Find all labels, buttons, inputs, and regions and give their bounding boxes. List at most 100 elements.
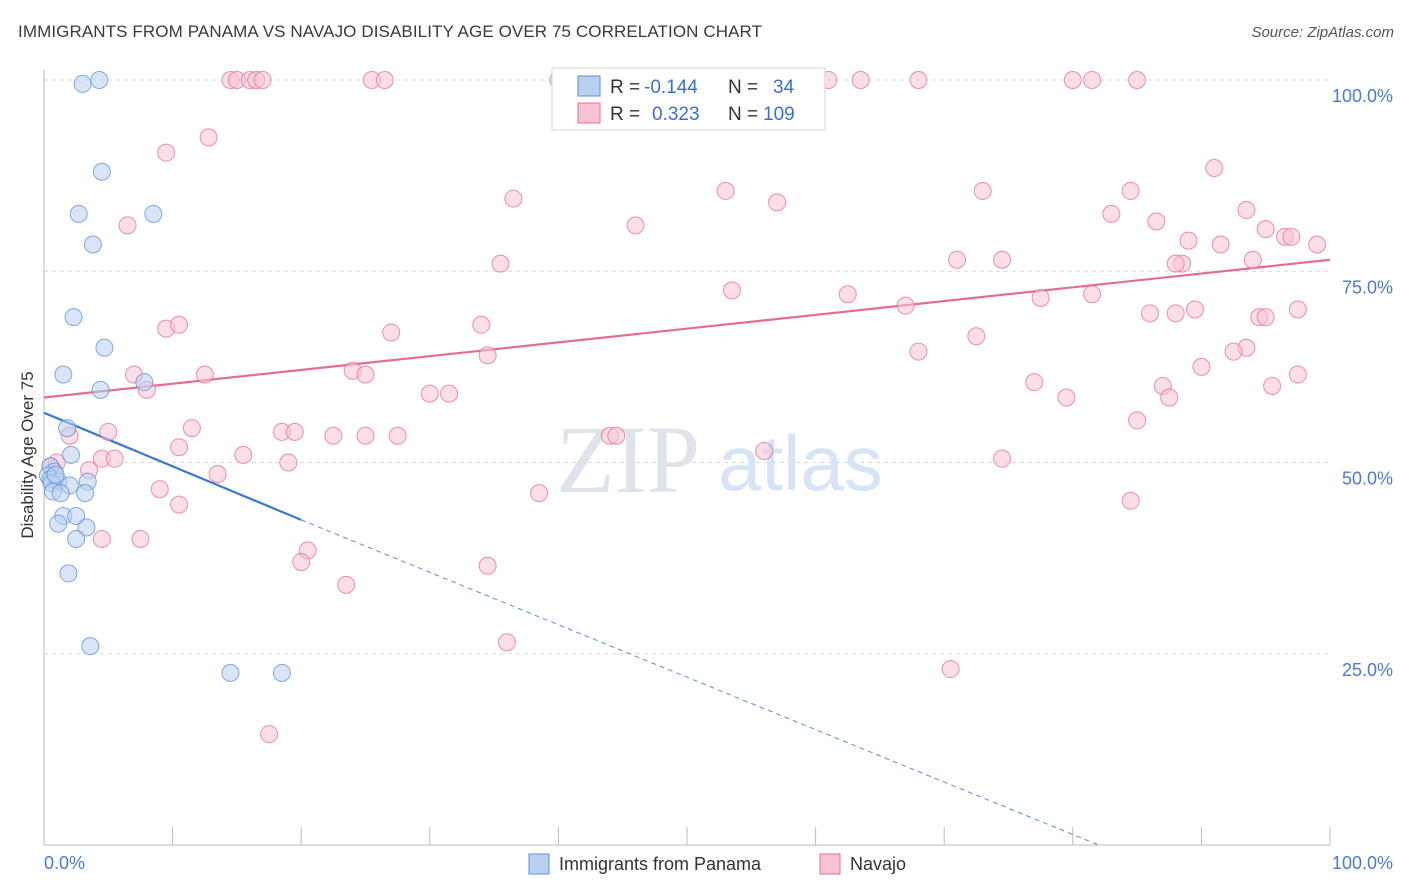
legend-n-label-1: N = <box>728 77 758 98</box>
watermark: ZIP atlas <box>556 406 883 513</box>
point-navajo-48 <box>1166 304 1185 323</box>
point-navajo-77 <box>324 426 343 445</box>
point-navajo-38 <box>1166 254 1185 273</box>
point-navajo-15 <box>157 143 176 162</box>
chart-title: IMMIGRANTS FROM PANAMA VS NAVAJO DISABIL… <box>18 22 763 41</box>
point-navajo-19 <box>1121 181 1140 200</box>
x-tick-label-1: 100.0% <box>1332 853 1393 873</box>
point-navajo-66 <box>1263 377 1282 395</box>
point-navajo-22 <box>1102 204 1121 223</box>
point-navajo-9 <box>851 71 870 89</box>
point-navajo-86 <box>105 449 124 468</box>
point-navajo-44 <box>1185 300 1204 319</box>
point-navajo-36 <box>1243 250 1262 269</box>
point-navajo-78 <box>356 426 375 445</box>
point-panama-9 <box>135 373 154 392</box>
trend-lines <box>43 258 1331 846</box>
point-panama-29 <box>59 564 78 583</box>
y-tick-label-2: 75.0% <box>1342 277 1393 297</box>
point-panama-25 <box>67 507 86 526</box>
point-navajo-107 <box>260 725 279 744</box>
point-panama-7 <box>95 338 114 357</box>
legend-r-label-1: R = <box>610 77 640 98</box>
point-panama-31 <box>221 663 240 682</box>
point-navajo-30 <box>1308 235 1327 254</box>
point-panama-10 <box>91 380 110 399</box>
point-navajo-40 <box>838 285 857 304</box>
point-panama-1 <box>90 71 109 89</box>
point-navajo-21 <box>768 193 787 212</box>
point-navajo-34 <box>993 250 1012 269</box>
point-navajo-25 <box>626 216 645 235</box>
series-navajo <box>41 71 1327 744</box>
data-points <box>38 71 1327 744</box>
point-navajo-62 <box>195 365 214 384</box>
point-navajo-29 <box>1282 227 1301 246</box>
point-panama-32 <box>272 663 291 682</box>
point-navajo-12 <box>1083 71 1102 89</box>
point-navajo-96 <box>170 495 189 514</box>
point-navajo-6 <box>375 71 394 89</box>
point-navajo-16 <box>1205 158 1224 177</box>
source-label: Source: ZipAtlas.com <box>1251 24 1394 41</box>
axes <box>43 70 1331 846</box>
series-panama <box>38 71 291 682</box>
trend-line-panama <box>43 411 302 521</box>
point-navajo-63 <box>1192 357 1211 376</box>
point-navajo-103 <box>478 556 497 575</box>
trend-line-navajo <box>43 258 1331 399</box>
watermark-atlas: atlas <box>718 419 883 507</box>
point-navajo-26 <box>1147 212 1166 231</box>
legend-swatch-blue <box>577 75 601 97</box>
point-navajo-31 <box>1179 231 1198 250</box>
series-legend-label-panama: Immigrants from Panama <box>559 854 762 874</box>
point-panama-6 <box>64 308 83 327</box>
point-panama-8 <box>54 365 73 384</box>
point-navajo-73 <box>1128 411 1147 430</box>
legend-r-label-2: R = <box>610 104 640 125</box>
point-navajo-18 <box>973 181 992 200</box>
point-navajo-23 <box>1237 201 1256 220</box>
point-navajo-91 <box>755 442 774 461</box>
point-panama-26 <box>49 514 68 533</box>
point-panama-33 <box>46 465 65 484</box>
point-navajo-33 <box>948 250 967 269</box>
point-navajo-95 <box>150 480 169 499</box>
point-navajo-58 <box>1224 342 1243 361</box>
series-legend-swatch-blue <box>528 853 550 875</box>
point-navajo-11 <box>1063 71 1082 89</box>
point-navajo-71 <box>1057 388 1076 407</box>
point-panama-0 <box>73 74 92 93</box>
point-navajo-10 <box>909 71 928 89</box>
point-navajo-60 <box>356 365 375 384</box>
watermark-zip: ZIP <box>556 406 700 513</box>
legend-n-label-2: N = <box>728 104 758 125</box>
series-legend: Immigrants from Panama Navajo <box>528 853 906 875</box>
point-navajo-81 <box>607 426 626 445</box>
point-navajo-100 <box>131 530 150 548</box>
point-panama-11 <box>58 419 77 438</box>
point-navajo-49 <box>1256 308 1275 327</box>
y-axis-label: Disability Age Over 75 <box>18 371 37 538</box>
point-navajo-72 <box>1160 388 1179 407</box>
point-navajo-76 <box>285 422 304 441</box>
point-navajo-106 <box>941 660 960 679</box>
point-navajo-97 <box>530 484 549 503</box>
point-navajo-92 <box>993 449 1012 468</box>
point-navajo-70 <box>440 384 459 403</box>
legend-r-value-1: -0.144 <box>644 77 698 98</box>
point-navajo-64 <box>1025 373 1044 392</box>
point-navajo-79 <box>388 426 407 445</box>
legend-n-value-2: 109 <box>763 104 795 125</box>
point-panama-5 <box>83 235 102 254</box>
legend-n-value-1: 34 <box>773 77 795 98</box>
point-navajo-52 <box>382 323 401 342</box>
point-navajo-55 <box>909 342 928 361</box>
point-navajo-54 <box>967 327 986 346</box>
y-tick-label-1: 50.0% <box>1342 469 1393 489</box>
grid-lines <box>44 79 1330 655</box>
point-panama-22 <box>51 484 70 503</box>
point-navajo-51 <box>170 315 189 334</box>
point-navajo-93 <box>208 464 227 483</box>
